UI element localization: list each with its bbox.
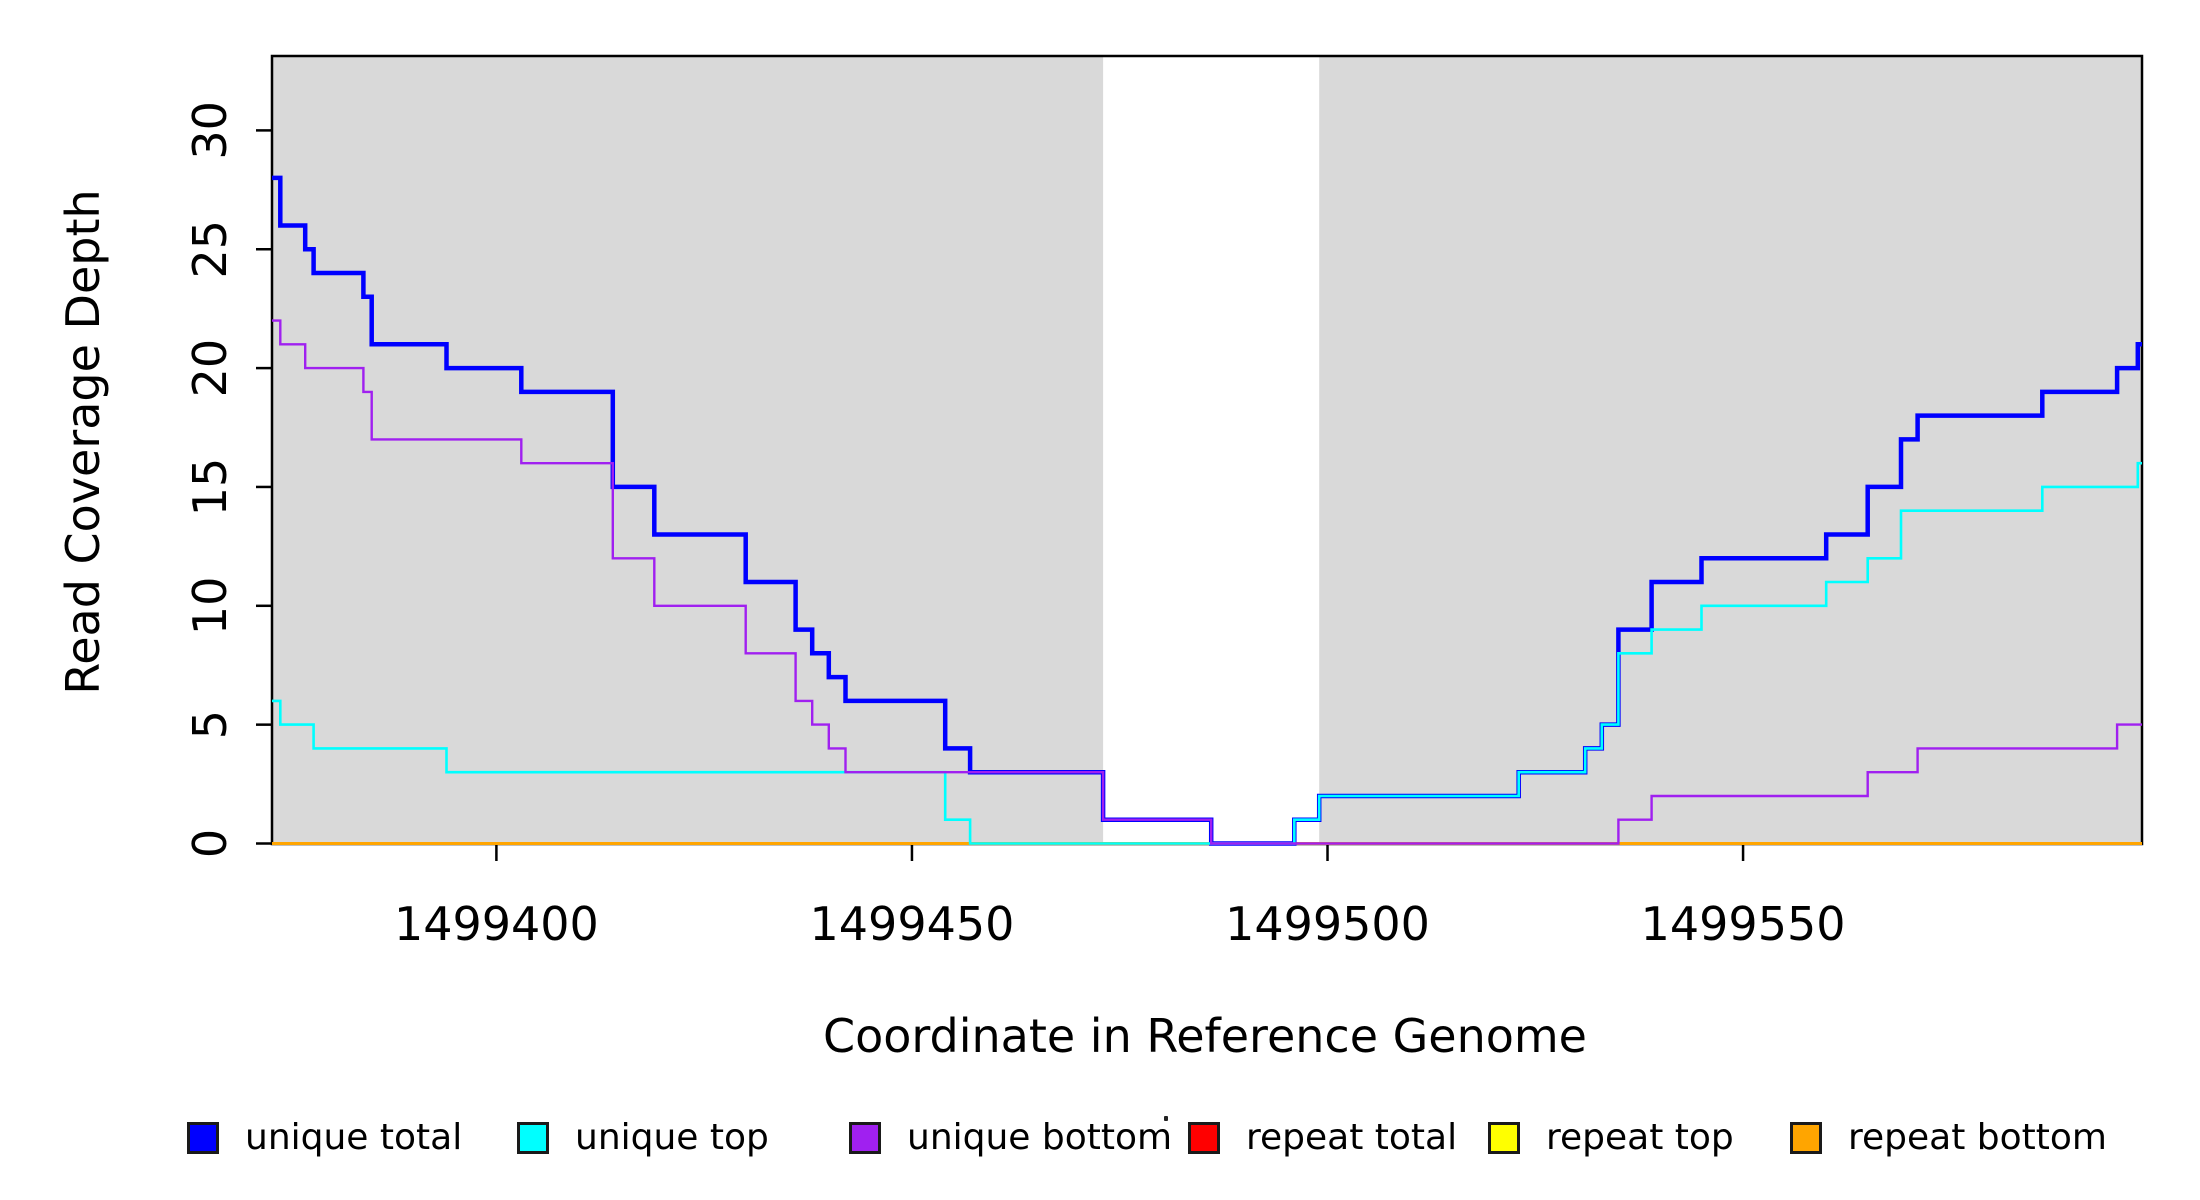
- x-tick-label: 1499500: [1225, 897, 1430, 951]
- y-tick-label: 5: [183, 710, 237, 739]
- series-unique-top: [272, 461, 2142, 845]
- shaded-region: [272, 56, 1104, 844]
- series-unique-bottom: [272, 319, 2142, 845]
- y-axis-title: Read Coverage Depth: [56, 189, 110, 694]
- axis-ticks: [256, 129, 1745, 861]
- y-tick-label: 0: [183, 829, 237, 858]
- x-axis-title: Coordinate in Reference Genome: [823, 1009, 1587, 1063]
- series-lines: [272, 175, 2142, 846]
- axis-tick-labels: 1499400 1499450 1499500 1499550 0 5 10 15 20 25 30: [183, 101, 1846, 951]
- stray-mark: [1164, 1116, 1168, 1121]
- x-tick-label: 1499450: [810, 897, 1015, 951]
- x-tick-label: 1499400: [394, 897, 599, 951]
- y-tick-label: 30: [183, 101, 237, 160]
- y-tick-label: 20: [183, 339, 237, 398]
- y-tick-label: 25: [183, 220, 237, 279]
- shaded-regions: [272, 56, 2142, 844]
- y-tick-label: 15: [183, 458, 237, 517]
- x-tick-label: 1499550: [1641, 897, 1846, 951]
- y-tick-label: 10: [183, 577, 237, 636]
- shaded-region: [1319, 56, 2142, 844]
